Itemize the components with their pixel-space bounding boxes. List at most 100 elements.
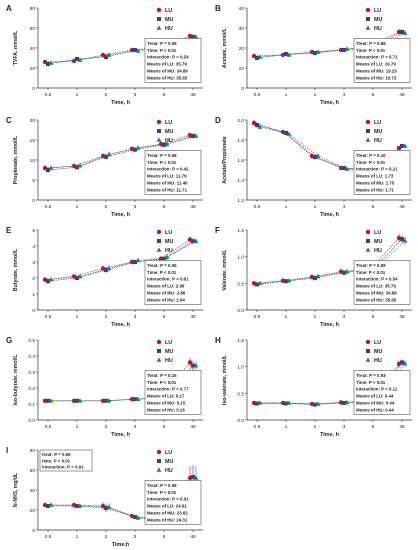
data-point (46, 62, 50, 66)
y-tick-label: 0 (241, 86, 244, 92)
data-point (106, 504, 112, 509)
legend-label: HU (165, 138, 173, 144)
data-point (402, 30, 408, 35)
data-point (77, 163, 83, 168)
legend-marker (156, 229, 162, 235)
data-point (133, 397, 137, 402)
data-point (48, 502, 54, 507)
x-tick-label: 0.5 (45, 534, 52, 540)
x-tick-label: 48 (190, 314, 196, 320)
stats-text: Means of HU: 0.16 (147, 407, 185, 412)
stats-text: Time: P < 0.01 (147, 490, 177, 495)
data-point (191, 475, 195, 479)
x-axis-label: Time,h (112, 542, 129, 548)
legend-marker (366, 17, 370, 21)
legend-marker (156, 339, 162, 345)
legend-marker (365, 247, 371, 252)
legend-label: LU (165, 120, 172, 126)
stats-box-secondary (39, 449, 93, 472)
stats-text: Interaction: P = 0.61 (147, 277, 189, 282)
x-axis-label: Time, h (111, 100, 130, 106)
legend-label: MU (374, 17, 382, 23)
stats-text: Interaction: P = 0.11 (356, 387, 398, 392)
legend-marker (157, 349, 161, 353)
legend-label: HU (165, 248, 173, 254)
legend-label: LU (374, 230, 381, 236)
y-axis-label: TVFA, mmol/L (13, 30, 19, 65)
y-tick-label: 1.5 (237, 338, 244, 344)
data-point (286, 52, 292, 57)
y-tick-label: 15 (30, 138, 36, 144)
data-point (193, 133, 199, 138)
stats-text: Means of LU: 0.44 (356, 394, 394, 399)
stats-text: Treat: P = 0.09 (147, 41, 177, 46)
data-point (255, 56, 259, 60)
data-point (162, 142, 166, 147)
stats-text: Means of HU: 19.73 (356, 75, 397, 80)
data-point (133, 260, 137, 264)
data-point (133, 48, 137, 52)
stats-text: Interaction: P = 0.91 (42, 465, 84, 470)
legend-marker (156, 247, 162, 252)
y-tick-label: 1.0 (237, 365, 244, 371)
x-tick-label: 1 (285, 314, 288, 320)
y-tick-label: 0.0 (28, 418, 35, 424)
data-point (313, 276, 317, 280)
stats-text: Interaction: P = 0.77 (147, 387, 189, 392)
data-point (135, 515, 141, 520)
stats-text: Treat: P = 0.09 (356, 263, 386, 268)
data-point (344, 46, 350, 51)
stats-text: Means of MU: 2.86 (147, 291, 186, 296)
x-tick-label: 6 (372, 424, 375, 430)
stats-text: Interaction: P = 0.91 (147, 497, 189, 502)
x-tick-label: 6 (163, 204, 166, 210)
x-tick-label: 0.5 (45, 314, 52, 320)
data-point (315, 49, 321, 54)
legend-label: MU (165, 17, 173, 23)
data-point (286, 131, 292, 136)
data-point (315, 401, 321, 406)
stats-text: Means of HU: 11.71 (147, 187, 188, 192)
data-point (75, 57, 79, 61)
x-tick-label: 3 (134, 424, 137, 430)
stats-box (353, 150, 411, 195)
legend-label: HU (165, 468, 173, 474)
x-tick-label: 3 (343, 204, 346, 210)
x-tick-label: 48 (190, 534, 196, 540)
data-point (193, 363, 199, 368)
panel-letter: H (215, 336, 221, 345)
panel-letter: I (6, 446, 8, 455)
y-tick-label: 1.2 (237, 198, 244, 204)
x-tick-label: 0.5 (254, 92, 261, 98)
panel-e: E 0 1 2 3 4 5 0.5 1 2 3 6 48 Time, h Butyrate, mmol/L L… (6, 226, 203, 328)
x-tick-label: 48 (190, 424, 196, 430)
stats-text: Interaction: P = 0.54 (147, 55, 189, 60)
data-point (191, 239, 195, 244)
data-point (164, 141, 170, 146)
data-point (255, 401, 259, 406)
legend-label: LU (165, 340, 172, 346)
legend-marker (365, 137, 371, 142)
series-line-lu (253, 122, 400, 171)
x-tick-label: 6 (372, 204, 375, 210)
data-point (257, 280, 263, 286)
legend-marker (365, 7, 371, 13)
stats-text: Means of HU: 1.71 (356, 187, 394, 192)
y-axis-label: Valerate, mmol/L (222, 249, 228, 291)
series-line-lu (253, 31, 400, 57)
x-tick-label: 3 (343, 92, 346, 98)
data-point (313, 51, 317, 55)
panel-letter: A (6, 4, 12, 13)
data-point (135, 396, 141, 401)
y-tick-label: 5 (32, 228, 35, 234)
data-point (77, 398, 83, 403)
stats-text: Treat: P = 0.68 (356, 41, 386, 46)
series-line-hu (50, 135, 197, 169)
y-tick-label: 0.5 (237, 391, 244, 397)
data-point (313, 155, 317, 159)
stats-text: Means of LU: 2.96 (147, 284, 185, 289)
stats-text: Means of LU: 1.73 (356, 174, 394, 179)
legend-marker (365, 339, 371, 345)
series-line-lu (44, 35, 191, 63)
stats-text: Means of LU: 11.79 (147, 174, 187, 179)
